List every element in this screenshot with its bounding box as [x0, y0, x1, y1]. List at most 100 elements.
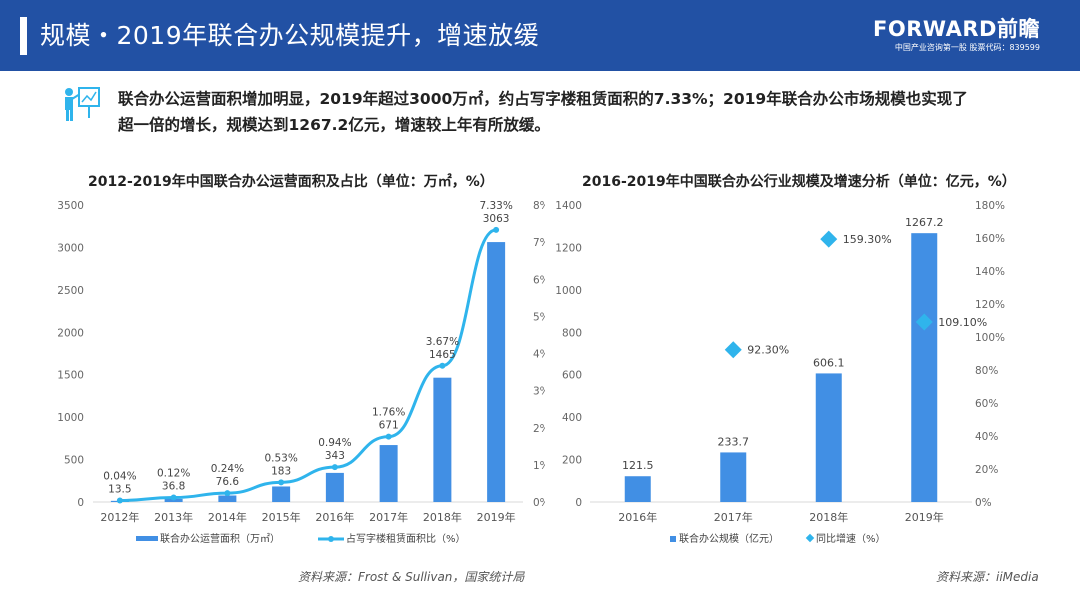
chart1-title: 2012-2019年中国联合办公运营面积及占比（单位：万㎡，%） [88, 174, 494, 190]
growth-marker [820, 230, 838, 248]
x-tick-label: 2018年 [423, 510, 462, 524]
share-point [170, 494, 177, 501]
share-point [493, 226, 500, 233]
bar [720, 452, 747, 502]
bar-value-label: 1465 [429, 349, 456, 361]
bar-value-label: 671 [379, 420, 399, 432]
y-tick-label: 1500 [57, 370, 84, 382]
share-value-label: 0.12% [157, 468, 190, 480]
legend-series2-label: 同比增速（%） [816, 532, 886, 545]
y2-tick-label: 60% [975, 398, 998, 410]
x-tick-label: 2018年 [809, 510, 848, 524]
bar-value-label: 13.5 [108, 484, 131, 496]
legend-bar-label: 联合办公规模（亿元） [679, 532, 779, 545]
share-value-label: 0.94% [318, 437, 351, 449]
source-right: 资料来源：iiMedia [936, 570, 1039, 584]
y-tick-label: 1400 [555, 200, 582, 212]
legend-diamond-swatch [805, 533, 815, 543]
x-tick-label: 2014年 [208, 510, 247, 524]
y-tick-label: 3500 [57, 200, 84, 212]
page-title: 规模・2019年联合办公规模提升，增速放缓 [40, 21, 540, 50]
bar [325, 472, 344, 502]
bar [624, 476, 651, 502]
y2-tick-label: 7% [533, 237, 545, 249]
share-point [331, 464, 338, 471]
bar [433, 377, 452, 502]
bar [815, 373, 842, 502]
y-tick-label: 500 [64, 455, 84, 467]
x-tick-label: 2016年 [618, 510, 657, 524]
share-value-label: 0.53% [264, 452, 297, 464]
legend-line-marker [328, 536, 334, 542]
y2-tick-label: 180% [975, 200, 1005, 212]
bar [911, 233, 938, 502]
y2-tick-label: 40% [975, 431, 998, 443]
logo: FORWARD前瞻 中国产业咨询第一股 股票代码：839599 [873, 18, 1040, 53]
legend-bar-label: 联合办公运营面积（万㎡） [160, 532, 280, 545]
bar [218, 495, 237, 502]
chart2-market-size: 0 200 400 600 800 1000 1200 1400 0% 20% 40% 60% 80% 1… [555, 200, 1005, 545]
intro-text: 联合办公运营面积增加明显，2019年超过3000万㎡，约占写字楼租赁面积的7.3… [118, 90, 968, 134]
y-tick-label: 600 [562, 370, 582, 382]
y2-tick-label: 5% [533, 311, 545, 323]
share-point [439, 362, 446, 369]
y2-tick-label: 0% [533, 497, 545, 509]
title-accent-bar [20, 17, 27, 55]
y2-tick-label: 3% [533, 386, 545, 398]
y-tick-label: 200 [562, 455, 582, 467]
bar-value-label: 76.6 [216, 476, 240, 488]
x-tick-label: 2017年 [369, 510, 408, 524]
bar [379, 445, 398, 502]
legend-series2-label: 占写字楼租赁面积比（%） [346, 532, 466, 545]
y-tick-label: 1000 [555, 285, 582, 297]
y2-tick-label: 4% [533, 349, 545, 361]
y-tick-label: 1000 [57, 412, 84, 424]
x-tick-label: 2019年 [477, 510, 516, 524]
share-point [278, 479, 285, 486]
growth-value-label: 159.30% [843, 233, 892, 246]
y-tick-label: 800 [562, 327, 582, 339]
x-tick-label: 2012年 [100, 510, 139, 524]
bar-value-label: 1267.2 [905, 216, 944, 229]
bar-value-label: 233.7 [718, 435, 750, 448]
x-tick-label: 2019年 [905, 510, 944, 524]
legend-bar-swatch [670, 536, 676, 542]
y-tick-label: 0 [77, 497, 84, 509]
bar [272, 486, 291, 502]
share-value-label: 3.67% [426, 336, 459, 348]
chart1-area-share: 0 500 1000 1500 2000 2500 3000 3500 0% 1% 2% 3% 4% 5%… [57, 200, 545, 545]
x-tick-label: 2013年 [154, 510, 193, 524]
bar-value-label: 36.8 [162, 481, 185, 493]
y2-tick-label: 160% [975, 233, 1005, 245]
y2-tick-label: 80% [975, 365, 998, 377]
x-tick-label: 2017年 [714, 510, 753, 524]
share-point [116, 497, 123, 504]
y-tick-label: 400 [562, 412, 582, 424]
growth-value-label: 92.30% [747, 344, 789, 357]
legend-bar-swatch [136, 536, 158, 541]
logo-brand: FORWARD前瞻 [873, 17, 1040, 41]
y2-tick-label: 2% [533, 423, 545, 435]
y2-tick-label: 100% [975, 332, 1005, 344]
bar-value-label: 183 [271, 465, 291, 477]
share-point [385, 433, 392, 440]
y-tick-label: 0 [575, 497, 582, 509]
header: 规模・2019年联合办公规模提升，增速放缓 FORWARD前瞻 中国产业咨询第一… [0, 0, 1080, 71]
growth-value-label: 109.10% [938, 316, 987, 329]
bar-value-label: 3063 [483, 213, 510, 225]
bar-value-label: 606.1 [813, 356, 845, 369]
y-tick-label: 2000 [57, 327, 84, 339]
bar [487, 242, 506, 502]
share-value-label: 0.24% [211, 463, 244, 475]
presenter-icon [65, 87, 100, 121]
share-point [224, 490, 231, 497]
chart2-title: 2016-2019年中国联合办公行业规模及增速分析（单位：亿元，%） [582, 174, 1016, 190]
y-tick-label: 3000 [57, 242, 84, 254]
share-value-label: 0.04% [103, 471, 136, 483]
y2-tick-label: 8% [533, 200, 545, 212]
share-value-label: 1.76% [372, 407, 405, 419]
y2-tick-label: 120% [975, 299, 1005, 311]
bar-value-label: 121.5 [622, 459, 654, 472]
growth-marker [915, 313, 933, 331]
y2-tick-label: 1% [533, 460, 545, 472]
